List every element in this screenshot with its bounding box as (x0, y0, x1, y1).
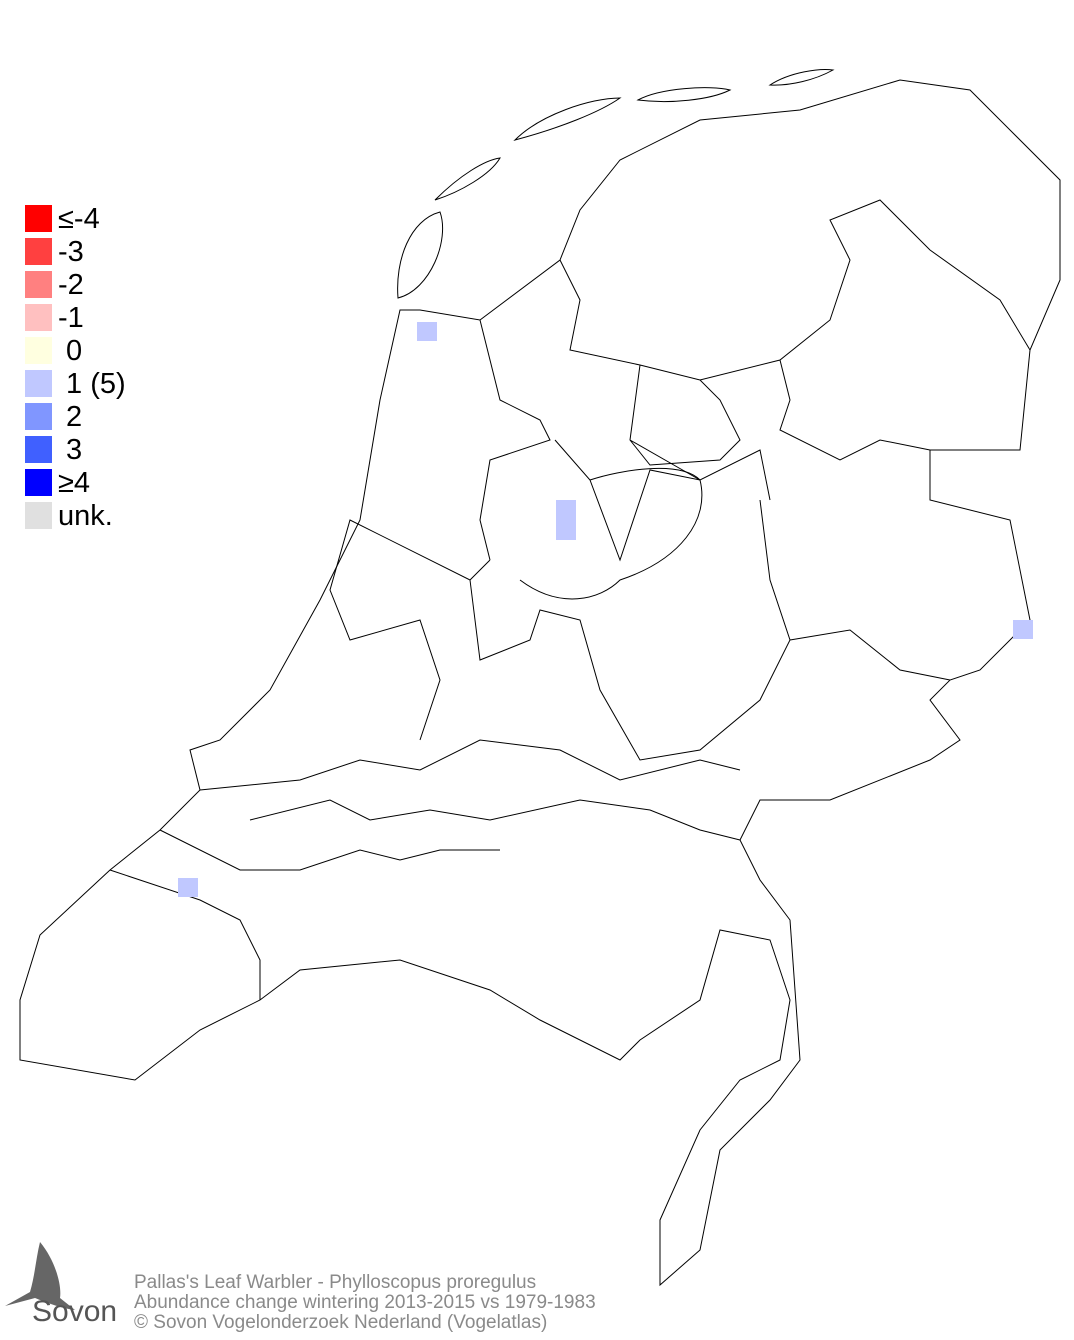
sovon-swallow-logo (5, 1242, 75, 1310)
cell-class-1 (1013, 620, 1033, 639)
caption-description: Abundance change wintering 2013-2015 vs … (134, 1292, 596, 1313)
legend-swatch (25, 304, 52, 331)
ijsselmeer-shore (519, 468, 703, 600)
legend-label: 2 (58, 401, 83, 433)
survey-cells (178, 322, 1033, 897)
cell-class-1 (417, 322, 437, 341)
legend-swatch (25, 502, 52, 529)
legend-label: ≤-4 (58, 203, 100, 235)
legend-label: ≥4 (58, 467, 91, 499)
legend-swatch (25, 205, 52, 232)
legend-swatch (25, 238, 52, 265)
map-caption: Pallas's Leaf Warbler - Phylloscopus pro… (134, 1273, 596, 1333)
island-ameland (636, 87, 732, 102)
country-outline (19, 79, 1061, 1287)
island-texel (397, 211, 444, 299)
cell-class-1 (556, 500, 576, 540)
legend-swatch (25, 403, 52, 430)
legend-label: -2 (58, 269, 84, 301)
island-schiermonnikoog (768, 69, 835, 86)
legend-label: -1 (58, 302, 84, 334)
legend-label: 0 (58, 335, 83, 367)
legend-swatch (25, 370, 52, 397)
province-borders (109, 199, 1031, 1000)
legend-label: unk. (58, 500, 113, 532)
caption-copyright: © Sovon Vogelonderzoek Nederland (Vogela… (134, 1312, 548, 1333)
caption-species: Pallas's Leaf Warbler - Phylloscopus pro… (134, 1272, 537, 1293)
cell-class-1 (178, 878, 198, 897)
legend-swatch (25, 337, 52, 364)
island-vlieland (434, 157, 501, 201)
legend-label: -3 (58, 236, 84, 268)
island-terschelling (513, 97, 622, 141)
legend-label: 1 (5) (58, 368, 126, 400)
legend-label: 3 (58, 434, 83, 466)
legend-swatch (25, 271, 52, 298)
legend-swatch (25, 436, 52, 463)
logo-text: Sovon (32, 1295, 118, 1328)
legend-swatch (25, 469, 52, 496)
